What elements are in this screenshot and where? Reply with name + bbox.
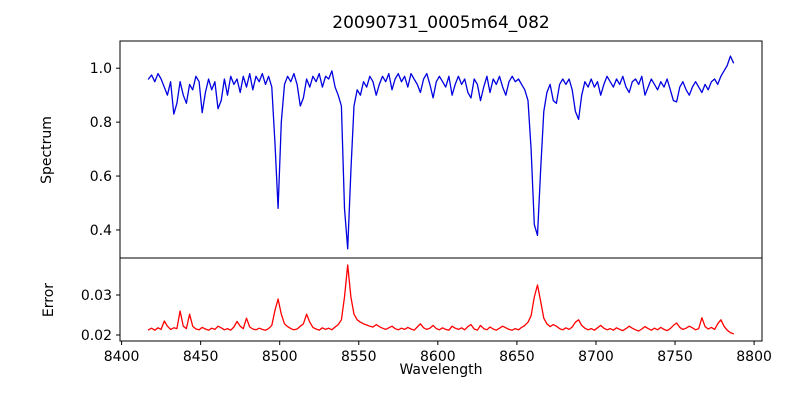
y-tick-label: 1.0 [90, 61, 112, 77]
x-tick-label: 8650 [499, 349, 535, 365]
y-tick-label: 0.4 [90, 223, 112, 239]
x-tick-label: 8800 [736, 349, 772, 365]
x-tick-label: 8400 [104, 349, 140, 365]
x-tick-label: 8500 [262, 349, 298, 365]
y-tick-label: 0.03 [81, 288, 112, 304]
error-axis-label: Error [41, 282, 57, 318]
y-tick-label: 0.8 [90, 115, 112, 131]
x-tick-label: 8450 [183, 349, 219, 365]
y-tick-label: 0.6 [90, 169, 112, 185]
spectrum-axis-label: Spectrum [39, 116, 55, 184]
axes-frame [119, 40, 763, 259]
x-tick-label: 8550 [341, 349, 377, 365]
x-tick-label: 8600 [420, 349, 456, 365]
error-line [147, 264, 735, 335]
axes-frame [119, 257, 763, 342]
x-tick-label: 8750 [657, 349, 693, 365]
spectrum-line [147, 55, 735, 250]
x-tick-label: 8700 [578, 349, 614, 365]
wavelength-axis-label: Wavelength [399, 362, 483, 378]
chart-title: 20090731_0005m64_082 [332, 13, 550, 33]
y-tick-label: 0.02 [81, 328, 112, 344]
